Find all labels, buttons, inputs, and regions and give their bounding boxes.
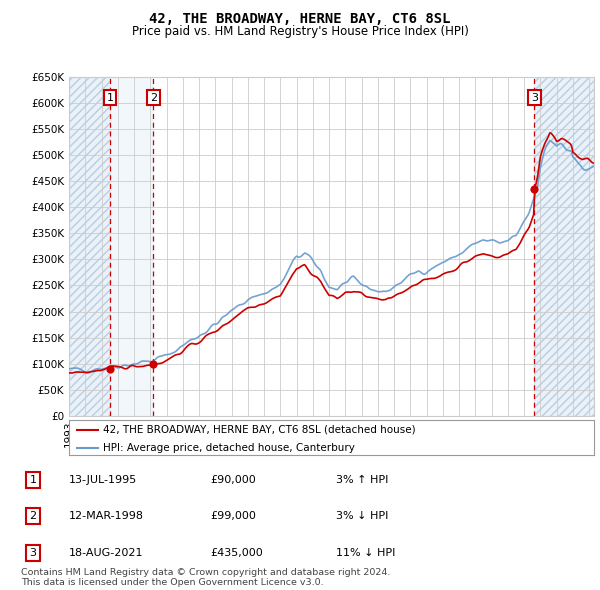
Text: 3% ↓ HPI: 3% ↓ HPI: [336, 512, 388, 521]
Text: 42, THE BROADWAY, HERNE BAY, CT6 8SL (detached house): 42, THE BROADWAY, HERNE BAY, CT6 8SL (de…: [103, 425, 416, 435]
Bar: [69, 77, 110, 416]
Bar: [535, 77, 594, 416]
Text: This data is licensed under the Open Government Licence v3.0.: This data is licensed under the Open Gov…: [21, 578, 323, 587]
Text: 18-AUG-2021: 18-AUG-2021: [69, 548, 143, 558]
Text: 2: 2: [150, 93, 157, 103]
Text: 12-MAR-1998: 12-MAR-1998: [69, 512, 144, 521]
Text: 3% ↑ HPI: 3% ↑ HPI: [336, 475, 388, 484]
Text: Contains HM Land Registry data © Crown copyright and database right 2024.: Contains HM Land Registry data © Crown c…: [21, 568, 391, 577]
Text: £99,000: £99,000: [210, 512, 256, 521]
Text: 1: 1: [107, 93, 114, 103]
Bar: [535, 77, 594, 416]
Text: 11% ↓ HPI: 11% ↓ HPI: [336, 548, 395, 558]
Text: Price paid vs. HM Land Registry's House Price Index (HPI): Price paid vs. HM Land Registry's House …: [131, 25, 469, 38]
Point: [149, 359, 158, 369]
Text: HPI: Average price, detached house, Canterbury: HPI: Average price, detached house, Cant…: [103, 442, 355, 453]
Text: 3: 3: [29, 548, 37, 558]
Text: 2: 2: [29, 512, 37, 521]
Text: £435,000: £435,000: [210, 548, 263, 558]
Point: [106, 364, 115, 373]
Text: 3: 3: [531, 93, 538, 103]
Text: 1: 1: [29, 475, 37, 484]
Text: 13-JUL-1995: 13-JUL-1995: [69, 475, 137, 484]
Point: [530, 184, 539, 194]
Bar: [110, 77, 154, 416]
Text: £90,000: £90,000: [210, 475, 256, 484]
Bar: [69, 77, 110, 416]
Text: 42, THE BROADWAY, HERNE BAY, CT6 8SL: 42, THE BROADWAY, HERNE BAY, CT6 8SL: [149, 12, 451, 26]
